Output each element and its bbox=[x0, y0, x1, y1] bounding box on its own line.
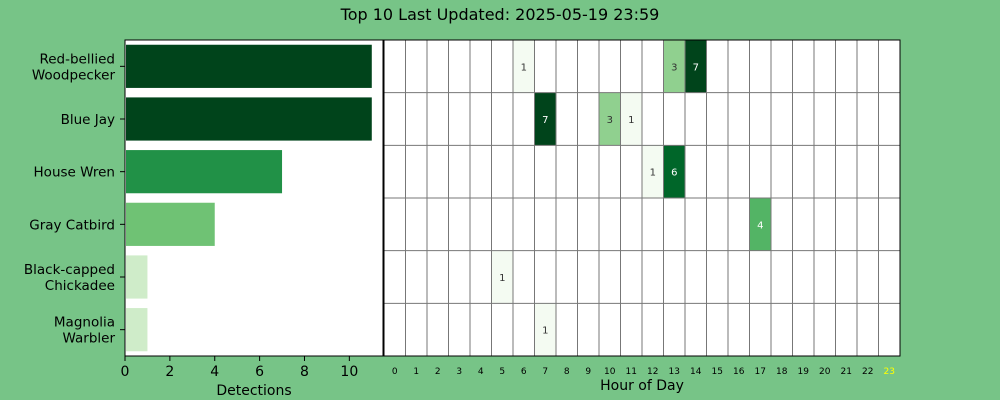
species-tick-label: Woodpecker bbox=[32, 67, 116, 83]
heatmap-cell bbox=[513, 40, 535, 93]
hour-tick-label: 1 bbox=[413, 367, 419, 377]
species-tick-label: Chickadee bbox=[45, 278, 115, 294]
heatmap-x-axis-label: Hour of Day bbox=[600, 378, 684, 394]
detections-tick-label: 4 bbox=[210, 364, 219, 380]
heatmap-cell bbox=[642, 145, 664, 198]
detections-tick-label: 0 bbox=[121, 364, 130, 380]
detection-bar bbox=[126, 202, 215, 246]
hour-tick-label: 5 bbox=[499, 367, 505, 377]
detection-bar bbox=[126, 308, 148, 352]
species-tick-label: House Wren bbox=[34, 165, 115, 181]
heatmap-cell bbox=[749, 198, 771, 251]
hour-tick-label: 4 bbox=[478, 367, 484, 377]
heatmap-cell-value: 3 bbox=[607, 115, 613, 126]
heatmap-cell-value: 3 bbox=[671, 62, 677, 73]
detections-tick-label: 2 bbox=[165, 364, 174, 380]
hour-tick-label: 8 bbox=[564, 367, 570, 377]
heatmap-cell-value: 1 bbox=[499, 273, 505, 284]
chart-title: Top 10 Last Updated: 2025-05-19 23:59 bbox=[340, 5, 660, 24]
hour-tick-label: 6 bbox=[521, 367, 527, 377]
hour-tick-label: 23 bbox=[884, 367, 895, 377]
hour-tick-label: 9 bbox=[585, 367, 591, 377]
detections-tick-label: 10 bbox=[340, 364, 358, 380]
heatmap-cell bbox=[534, 92, 556, 146]
hour-tick-label: 21 bbox=[841, 367, 852, 377]
species-tick-label: Blue Jay bbox=[61, 112, 115, 128]
hour-tick-label: 3 bbox=[456, 367, 462, 377]
hour-tick-label: 11 bbox=[626, 367, 637, 377]
bar-plot-frame bbox=[124, 39, 384, 357]
heatmap-cell bbox=[599, 92, 621, 146]
heatmap-cell-value: 1 bbox=[650, 168, 656, 179]
hour-tick-label: 13 bbox=[669, 367, 680, 377]
hour-tick-label: 0 bbox=[392, 367, 398, 377]
hour-tick-label: 2 bbox=[435, 367, 441, 377]
hour-tick-label: 17 bbox=[755, 367, 766, 377]
species-tick-label: Gray Catbird bbox=[29, 217, 115, 233]
species-tick-label: Black-capped bbox=[24, 262, 115, 278]
detection-bar bbox=[126, 44, 372, 88]
detection-bar bbox=[126, 97, 372, 141]
hour-tick-label: 18 bbox=[776, 367, 788, 377]
heatmap-cell-value: 1 bbox=[628, 115, 634, 126]
heatmap-cell-value: 7 bbox=[542, 115, 548, 126]
heatmap-cell bbox=[663, 40, 685, 93]
detection-bar bbox=[126, 150, 283, 194]
heatmap-cell bbox=[534, 303, 556, 356]
detection-bar bbox=[126, 255, 148, 299]
heatmap-cell-value: 6 bbox=[671, 168, 677, 179]
heatmap-cell bbox=[663, 145, 685, 198]
heatmap-frame bbox=[383, 39, 901, 357]
heatmap-cell-value: 4 bbox=[757, 220, 763, 231]
detections-tick-label: 8 bbox=[300, 364, 309, 380]
heatmap-cell-value: 7 bbox=[693, 62, 699, 73]
species-tick-label: Magnolia bbox=[54, 315, 115, 331]
hour-tick-label: 14 bbox=[690, 367, 702, 377]
species-tick-label: Warbler bbox=[63, 331, 116, 347]
hour-tick-label: 15 bbox=[712, 367, 723, 377]
bar-x-axis-label: Detections bbox=[216, 383, 291, 399]
heatmap-cell-value: 1 bbox=[521, 62, 527, 73]
hour-tick-label: 10 bbox=[604, 367, 616, 377]
hour-tick-label: 20 bbox=[819, 367, 831, 377]
hour-tick-label: 12 bbox=[647, 367, 658, 377]
hour-tick-label: 16 bbox=[733, 367, 745, 377]
bar-plot-area bbox=[125, 40, 383, 356]
heatmap-cell-value: 1 bbox=[542, 326, 548, 337]
hour-tick-label: 7 bbox=[542, 367, 548, 377]
hour-tick-label: 19 bbox=[798, 367, 810, 377]
heatmap-cell bbox=[491, 250, 513, 304]
heatmap-cell bbox=[685, 40, 707, 93]
heatmap-cell bbox=[620, 92, 642, 146]
detections-tick-label: 6 bbox=[255, 364, 264, 380]
species-tick-label: Red-bellied bbox=[39, 51, 115, 67]
hour-tick-label: 22 bbox=[862, 367, 873, 377]
